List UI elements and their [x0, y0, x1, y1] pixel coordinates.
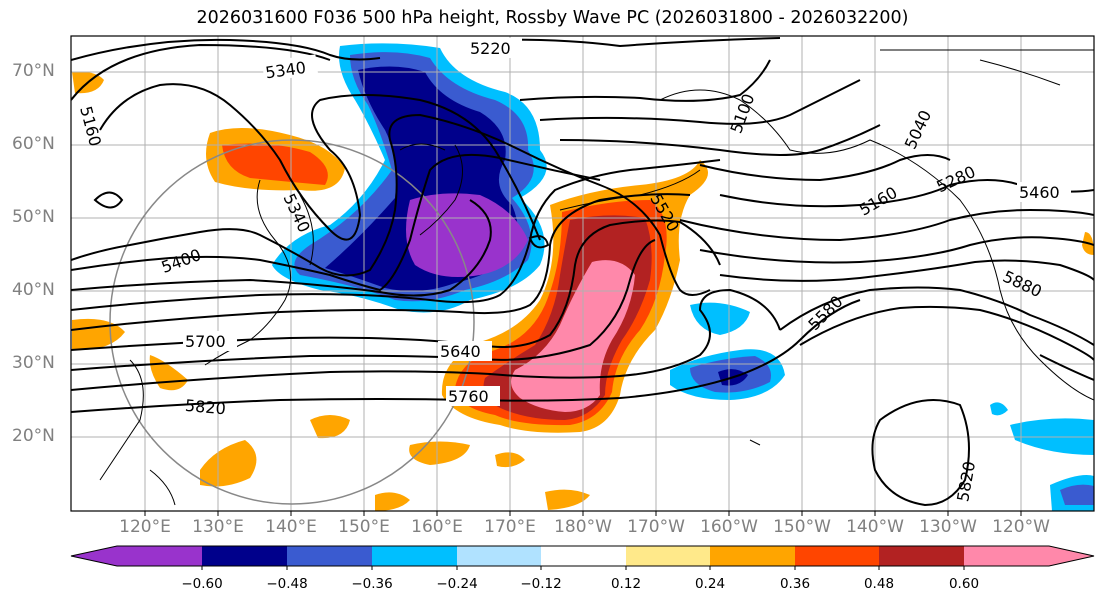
- graticule: [71, 36, 1094, 511]
- colorbar-swatch: [541, 546, 626, 566]
- colorbar-tick-label: 0.36: [779, 576, 811, 592]
- colorbar-swatch: [879, 546, 964, 566]
- lon-label: 120°E: [119, 517, 171, 537]
- colorbar-swatch: [287, 546, 372, 566]
- shade-orange-s6: [545, 489, 590, 510]
- colorbar-swatch: [710, 546, 795, 566]
- lon-label: 160°E: [411, 517, 463, 537]
- lon-label: 130°E: [192, 517, 244, 537]
- colorbar-tick-label: −0.12: [520, 576, 562, 592]
- shade-pink-ridge: [511, 260, 635, 412]
- colorbar: [70, 545, 1095, 570]
- contour-label: 5220: [470, 39, 511, 58]
- lon-label: 180°W: [554, 517, 612, 537]
- lon-label: 150°E: [338, 517, 390, 537]
- colorbar-tick-label: 0.24: [694, 576, 726, 592]
- lat-label: 40°N: [12, 280, 55, 300]
- shade-orange-s5: [375, 492, 410, 511]
- colorbar-tick-label: −0.24: [436, 576, 478, 592]
- shade-blue-se3: [1060, 484, 1094, 505]
- lon-label: 170°W: [627, 517, 685, 537]
- lon-label: 170°E: [484, 517, 536, 537]
- colorbar-swatch: [457, 546, 541, 566]
- colorbar-extend-right: [1049, 546, 1094, 566]
- shade-orange-s1: [200, 440, 257, 487]
- pc-shading: [72, 43, 1094, 511]
- colorbar-swatch: [626, 546, 710, 566]
- lon-label: 160°W: [700, 517, 758, 537]
- colorbar-tick-label: −0.60: [181, 576, 223, 592]
- lon-label: 120°W: [992, 517, 1050, 537]
- lon-label: 140°E: [265, 517, 317, 537]
- shade-red-okhotsk: [222, 143, 328, 185]
- colorbar-tick-label: 0.12: [610, 576, 642, 592]
- lat-label: 70°N: [12, 61, 55, 81]
- lon-ticks: [144, 511, 1022, 516]
- lat-label: 50°N: [12, 207, 55, 227]
- colorbar-swatch: [202, 546, 287, 566]
- lon-label: 130°W: [919, 517, 977, 537]
- colorbar-tick-label: −0.36: [351, 576, 393, 592]
- figure-title: 2026031600 F036 500 hPa height, Rossby W…: [196, 8, 909, 28]
- contour-label: 5820: [184, 396, 226, 418]
- contour-label: 5700: [185, 332, 226, 351]
- colorbar-tick-label: 0.48: [863, 576, 895, 592]
- lon-label: 140°W: [846, 517, 904, 537]
- colorbar-swatch: [964, 546, 1049, 566]
- colorbar-extend-left: [71, 546, 117, 566]
- contour-label: 5760: [448, 387, 489, 406]
- contour-label: 5460: [1019, 183, 1060, 202]
- shade-lightblue-se2: [990, 402, 1008, 416]
- colorbar-tick-label: −0.48: [266, 576, 308, 592]
- colorbar-swatch: [795, 546, 879, 566]
- colorbar-outline: [70, 545, 1095, 567]
- contour-label: 5640: [440, 342, 481, 361]
- colorbar-swatch: [372, 546, 457, 566]
- lat-label: 20°N: [12, 426, 55, 446]
- lon-label: 150°W: [773, 517, 831, 537]
- lat-label: 30°N: [12, 353, 55, 373]
- shade-orange-s2: [310, 415, 350, 439]
- colorbar-swatch: [117, 546, 202, 566]
- region-circle: [109, 139, 475, 505]
- colorbar-tick-label: 0.60: [948, 576, 980, 592]
- lat-label: 60°N: [12, 134, 55, 154]
